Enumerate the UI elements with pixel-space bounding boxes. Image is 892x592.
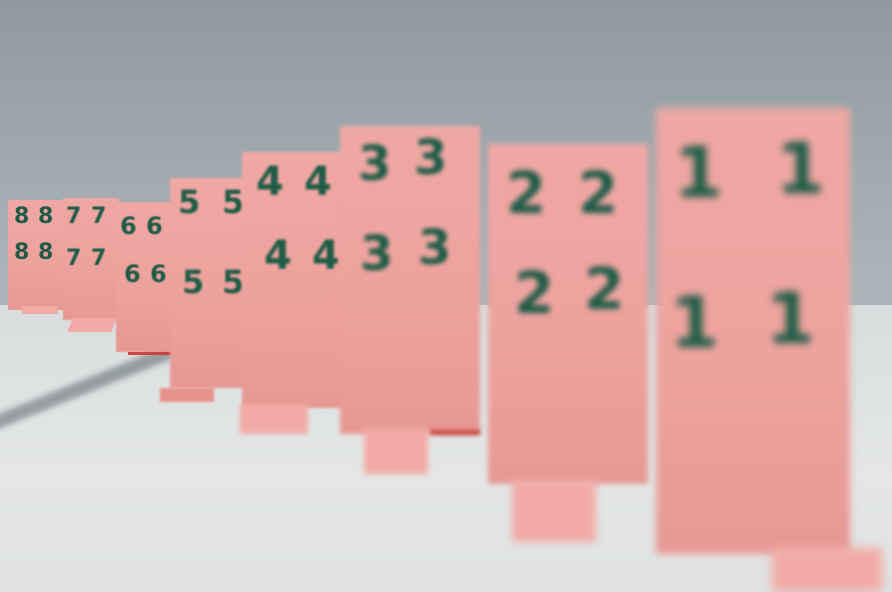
card-5-digit: 5 — [222, 263, 245, 301]
card-8-digit: 8 — [14, 240, 30, 265]
card-6: 6 6 6 6 — [116, 202, 176, 352]
card-3-digit: 3 — [360, 226, 394, 282]
card-4-foot — [240, 404, 308, 434]
card-6-digit: 6 — [150, 260, 167, 288]
card-3: 3 3 3 3 — [340, 126, 480, 434]
card-4: 4 4 4 4 — [242, 152, 352, 408]
card-2-foot — [512, 480, 596, 542]
card-8-digit: 8 — [14, 204, 30, 229]
card-7: 7 7 7 7 — [63, 198, 119, 320]
card-4-digit: 4 — [264, 233, 292, 279]
card-6-digit: 6 — [124, 260, 141, 288]
card-2-digit: 2 — [506, 159, 547, 227]
card-8: 8 8 8 8 — [8, 200, 64, 310]
card-3-foot — [364, 428, 428, 474]
card-4-digit: 4 — [312, 233, 340, 279]
card-7-digit: 7 — [66, 246, 82, 271]
card-3-edge — [430, 430, 480, 435]
card-4-digit: 4 — [256, 159, 284, 205]
card-3-digit: 3 — [414, 130, 448, 186]
card-1: 1 1 1 1 — [656, 108, 850, 554]
card-5-digit: 5 — [182, 263, 205, 301]
card-5: 5 5 5 5 — [170, 178, 252, 388]
card-1-digit: 1 — [670, 282, 719, 364]
card-1-foot — [772, 548, 882, 592]
card-8-foot — [22, 306, 58, 314]
card-2: 2 2 2 2 — [488, 144, 648, 484]
card-4-digit: 4 — [304, 159, 332, 205]
card-2-digit: 2 — [578, 159, 619, 227]
card-3-digit: 3 — [358, 136, 392, 192]
card-5-foot — [160, 388, 214, 402]
card-2-digit: 2 — [584, 255, 625, 323]
card-7-foot — [67, 318, 117, 332]
card-5-digit: 5 — [178, 183, 201, 221]
card-2-digit: 2 — [514, 259, 555, 327]
card-6-digit: 6 — [146, 212, 163, 240]
card-8-digit: 8 — [38, 240, 54, 265]
card-1-digit: 1 — [674, 132, 723, 214]
card-1-digit: 1 — [776, 128, 825, 210]
card-7-digit: 7 — [91, 246, 107, 271]
card-7-digit: 7 — [66, 204, 82, 229]
card-6-edge — [128, 352, 174, 355]
card-1-digit: 1 — [766, 278, 815, 360]
card-6-digit: 6 — [120, 212, 137, 240]
card-5-digit: 5 — [222, 183, 245, 221]
card-3-digit: 3 — [418, 220, 452, 276]
card-8-digit: 8 — [38, 204, 54, 229]
card-7-digit: 7 — [91, 204, 107, 229]
